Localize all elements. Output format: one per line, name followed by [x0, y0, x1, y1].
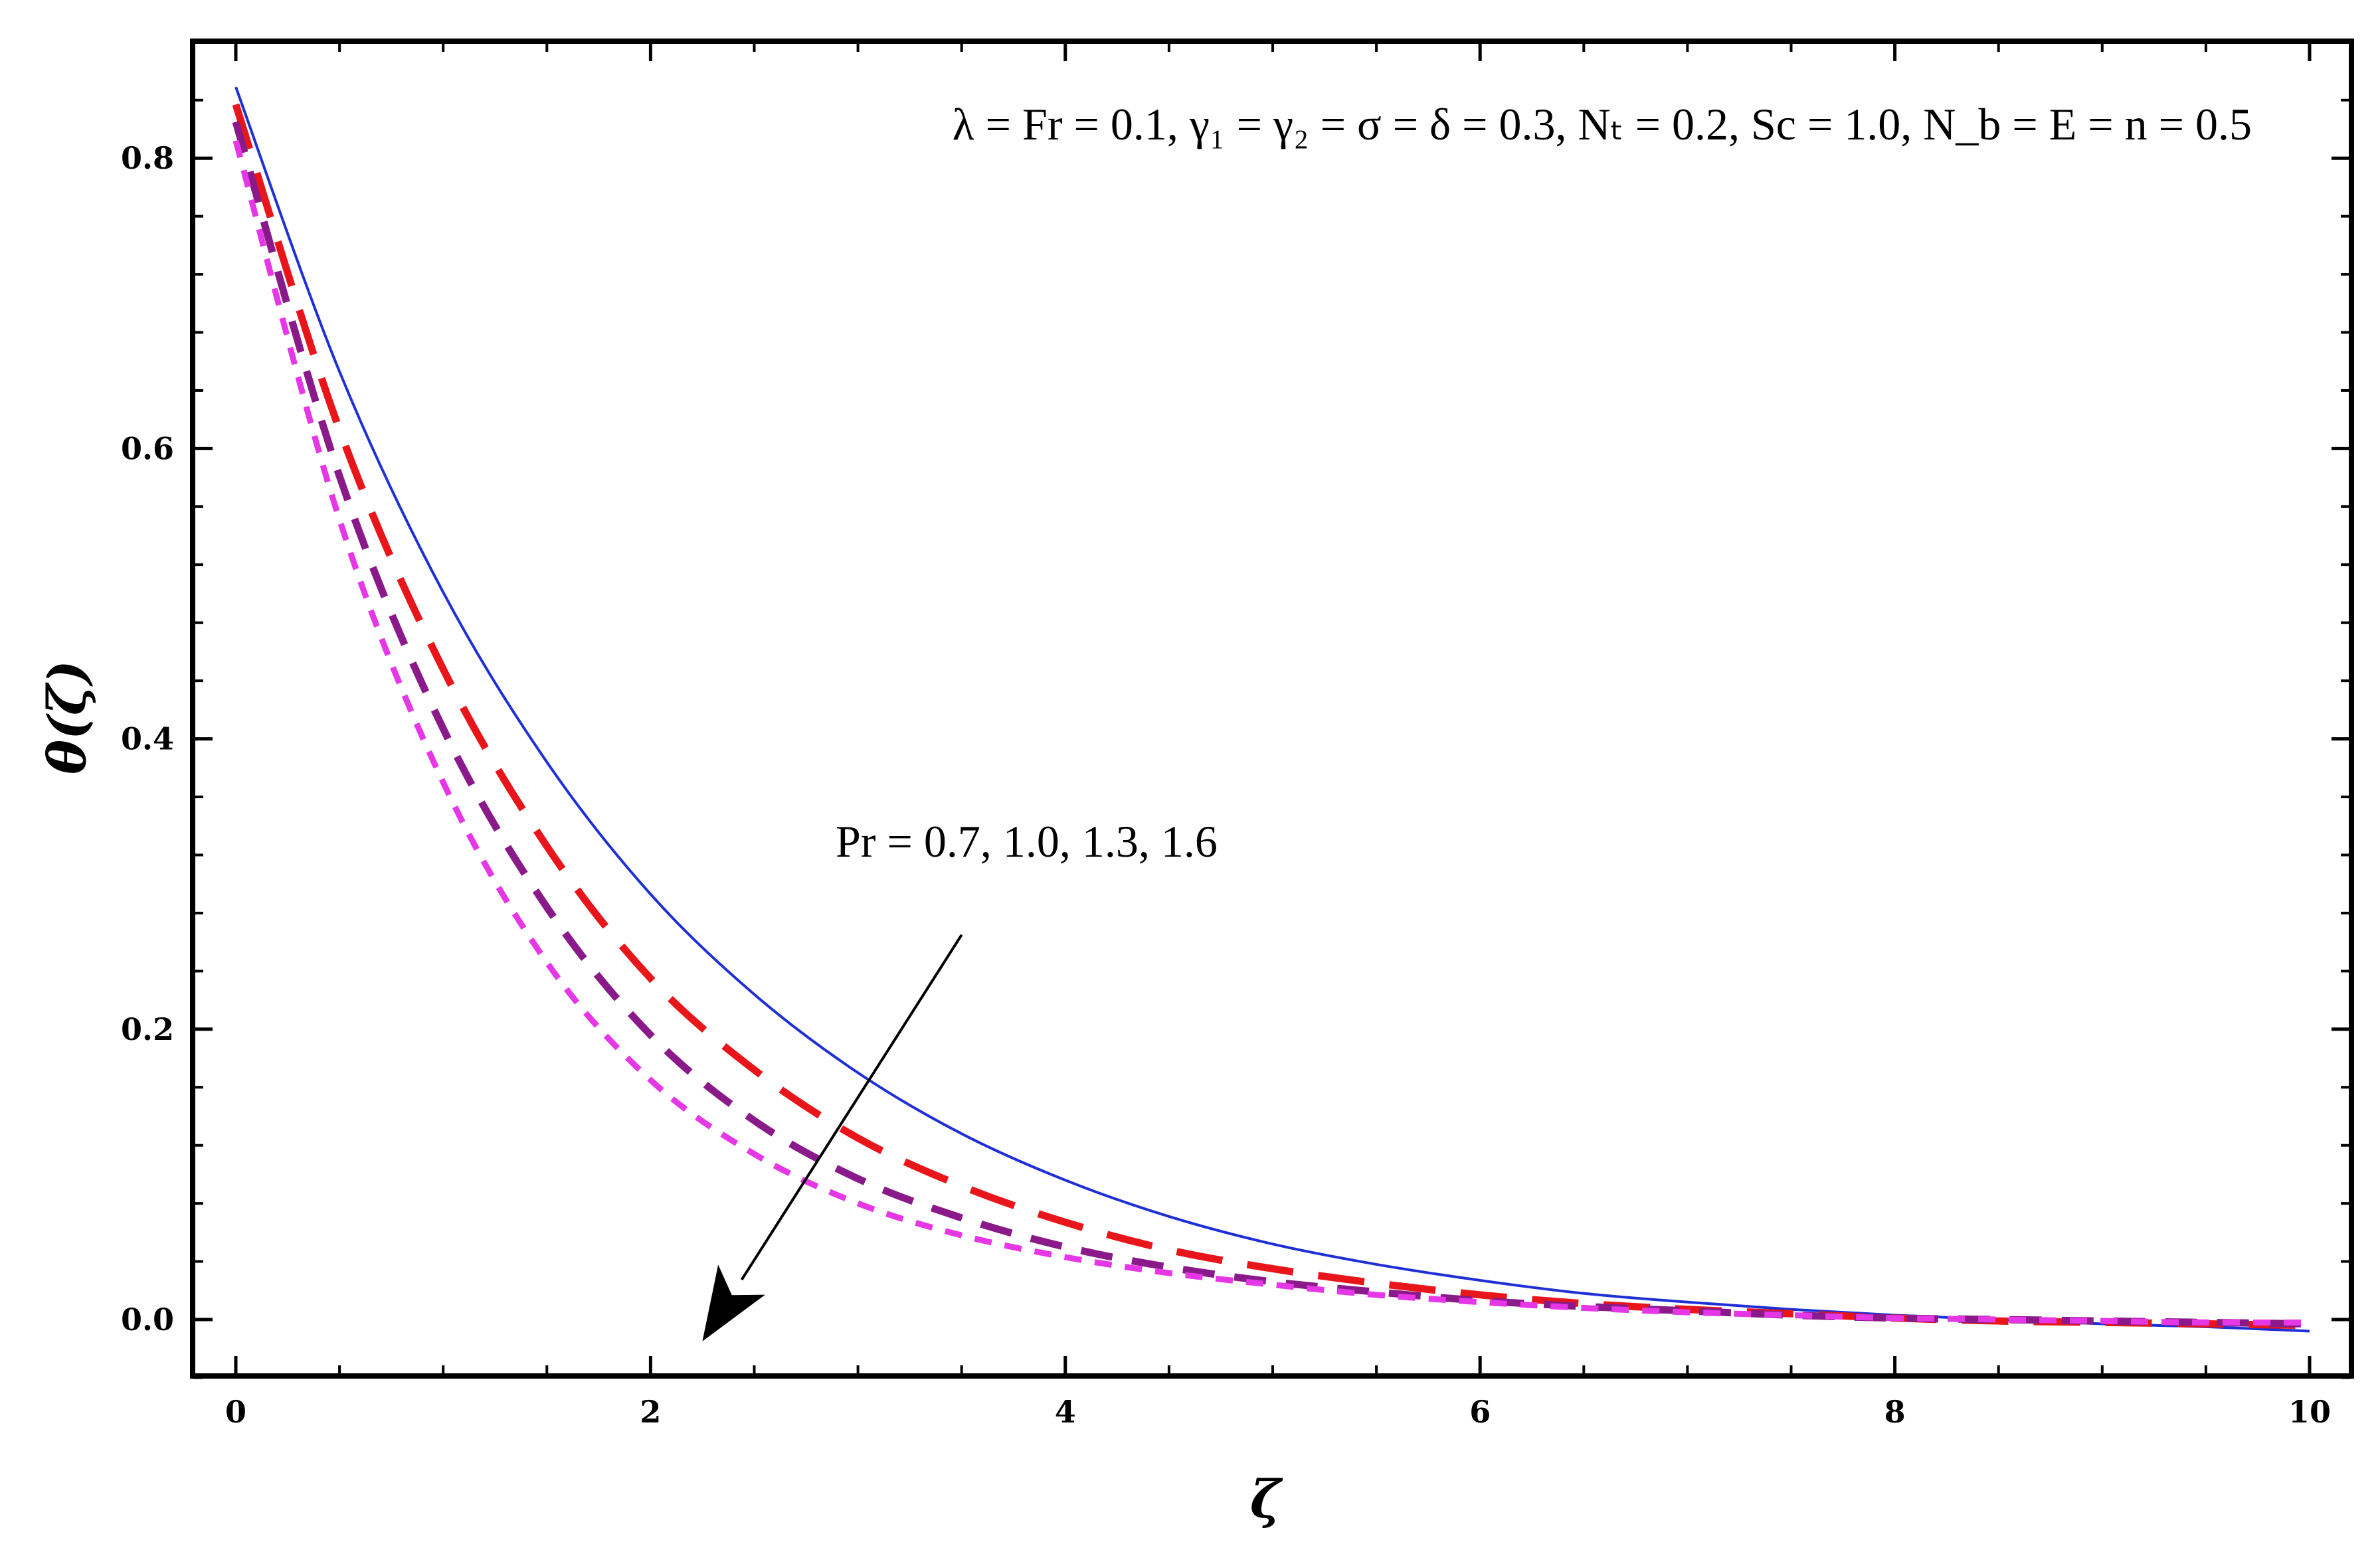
series-lines	[232, 86, 2310, 1333]
x-tick-label: 0	[225, 1394, 246, 1430]
x-tick-label: 4	[1055, 1394, 1076, 1430]
arrow-head	[702, 1264, 766, 1341]
plot-frame	[190, 39, 2354, 1379]
y-tick-label: 0.8	[121, 140, 174, 176]
arrow-shaft	[740, 934, 963, 1281]
series-line-4	[232, 139, 2310, 1326]
x-tick-label: 10	[2288, 1394, 2331, 1430]
x-tick-label: 2	[640, 1394, 661, 1430]
series-line-1	[234, 86, 2310, 1333]
y-tick-label: 0.6	[121, 430, 174, 466]
x-tick-label: 6	[1469, 1394, 1491, 1430]
y-tick-label: 0.2	[121, 1011, 174, 1047]
pr-arrow	[702, 934, 963, 1341]
x-tick-label: 8	[1884, 1394, 1906, 1430]
series-line-3	[232, 121, 2310, 1328]
parameter-text: λ = Fr = 0.1, γ₁ = γ₂ = σ = δ = 0.3, Nₜ …	[953, 99, 2252, 149]
series-line-2	[232, 103, 2310, 1329]
y-axis-label: θ(ζ)	[37, 660, 98, 774]
x-axis-label: ζ	[1250, 1470, 1283, 1530]
tick-marks	[193, 41, 2351, 1379]
y-tick-label: 0.4	[121, 721, 174, 757]
tick-labels: 0 2 4 6 8 10 0.0 0.2 0.4 0.6 0.8	[121, 140, 2331, 1430]
pr-annotation: Pr = 0.7, 1.0, 1.3, 1.6	[836, 816, 1218, 867]
y-tick-label: 0.0	[121, 1302, 174, 1337]
